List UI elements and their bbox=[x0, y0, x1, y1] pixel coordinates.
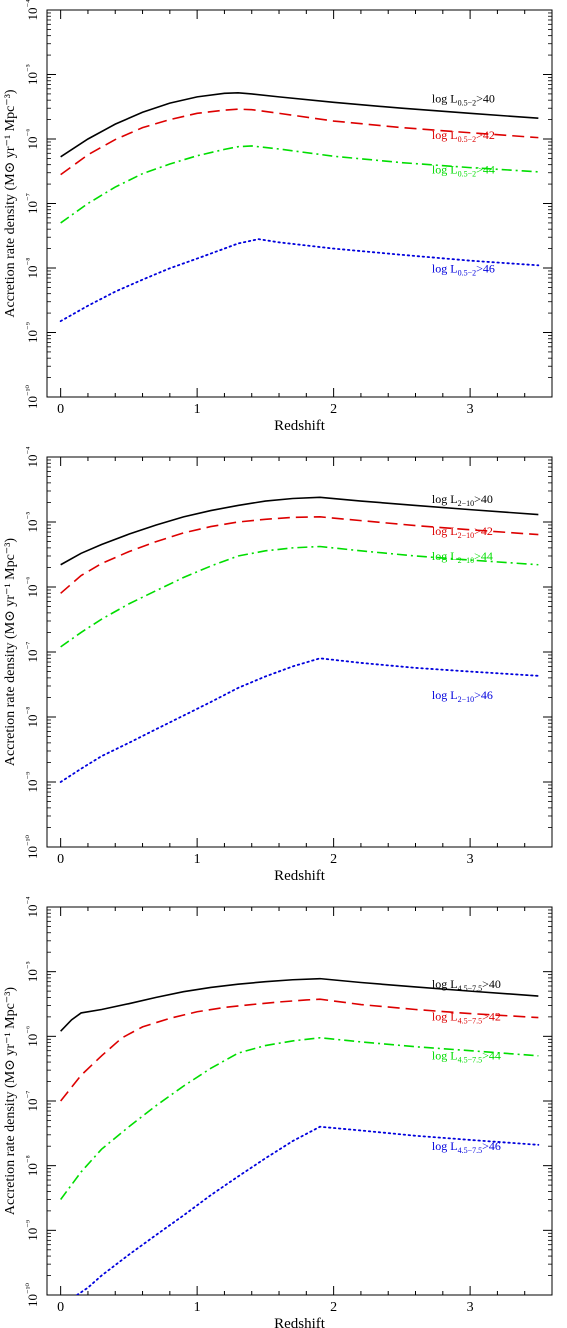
y-tick-label: 10⁻⁸ bbox=[24, 258, 40, 279]
y-tick-label: 10⁻¹⁰ bbox=[24, 835, 40, 859]
y-tick-label: 10⁻⁷ bbox=[24, 1091, 40, 1112]
series-label: log L0.5−2>42 bbox=[432, 128, 495, 144]
x-tick-label: 2 bbox=[330, 1300, 337, 1315]
series-line-dashed bbox=[60, 998, 539, 1102]
x-tick-label: 3 bbox=[467, 1300, 474, 1315]
x-tick-label: 1 bbox=[194, 852, 201, 867]
x-tick-label: 0 bbox=[57, 852, 64, 867]
y-tick-label: 10⁻⁸ bbox=[24, 1155, 40, 1176]
y-tick-label: 10⁻⁵ bbox=[24, 961, 40, 982]
y-tick-label: 10⁻⁹ bbox=[24, 322, 40, 343]
series-line-dotted bbox=[76, 1125, 540, 1295]
series-label: log L2−10>44 bbox=[432, 549, 493, 565]
y-tick-label: 10⁻⁹ bbox=[24, 1220, 40, 1241]
x-tick-label: 0 bbox=[57, 1300, 64, 1315]
y-tick-label: 10⁻⁵ bbox=[24, 64, 40, 85]
chart-panel-1: 0 1 2 3 10⁻¹⁰ 10⁻⁹ 10⁻⁸ 10⁻⁷ 10⁻⁶ 10⁻⁵ 10⁻⁴ Redshif… bbox=[3, 0, 553, 434]
series-line-dotted bbox=[59, 657, 540, 783]
y-tick-label: 10⁻⁴ bbox=[24, 897, 40, 918]
series-label: log L4.5−7.5>46 bbox=[432, 1139, 501, 1155]
plot-frame bbox=[46, 456, 553, 848]
series-line-solid bbox=[60, 92, 539, 158]
x-tick-label: 3 bbox=[467, 852, 474, 867]
chart-panel-3: 0 1 2 3 10⁻¹⁰ 10⁻⁹ 10⁻⁸ 10⁻⁷ 10⁻⁶ 10⁻⁵ 10⁻⁴ Redshif… bbox=[3, 897, 553, 1328]
series-label: log L2−10>42 bbox=[432, 524, 493, 540]
series-label: log L4.5−7.5>40 bbox=[432, 977, 501, 993]
y-tick-label: 10⁻⁶ bbox=[24, 129, 40, 150]
y-tick-label: 10⁻⁹ bbox=[24, 772, 40, 793]
x-axis-title: Redshift bbox=[274, 1316, 326, 1328]
x-tick-label: 1 bbox=[194, 402, 201, 417]
series-line-dotted bbox=[59, 238, 540, 323]
series-label: log L4.5−7.5>42 bbox=[432, 1010, 501, 1026]
series-line-dashed bbox=[60, 516, 539, 594]
x-tick-label: 1 bbox=[194, 1300, 201, 1315]
y-tick-label: 10⁻⁸ bbox=[24, 707, 40, 728]
y-tick-label: 10⁻⁴ bbox=[24, 447, 40, 468]
y-tick-label: 10⁻⁵ bbox=[24, 512, 40, 533]
y-tick-label: 10⁻⁴ bbox=[24, 0, 40, 20]
x-axis-title: Redshift bbox=[274, 418, 326, 434]
y-tick-label: 10⁻⁷ bbox=[24, 642, 40, 663]
x-tick-label: 2 bbox=[330, 852, 337, 867]
y-tick-label: 10⁻⁷ bbox=[24, 193, 40, 214]
x-tick-label: 0 bbox=[57, 402, 64, 417]
x-tick-label: 2 bbox=[330, 402, 337, 417]
series-label: log L0.5−2>40 bbox=[432, 91, 495, 107]
y-axis-title: Accretion rate density (M⊙ yr⁻¹ Mpc⁻³) bbox=[3, 89, 18, 317]
series-line-solid bbox=[60, 977, 539, 1032]
y-axis-title: Accretion rate density (M⊙ yr⁻¹ Mpc⁻³) bbox=[3, 538, 18, 766]
x-tick-label: 3 bbox=[467, 402, 474, 417]
series-label: log L2−10>40 bbox=[432, 492, 493, 508]
y-tick-label: 10⁻⁶ bbox=[24, 577, 40, 598]
y-tick-label: 10⁻¹⁰ bbox=[24, 385, 40, 409]
series-line-dashdot bbox=[60, 145, 539, 224]
y-tick-label: 10⁻¹⁰ bbox=[24, 1283, 40, 1307]
series-label: log L0.5−2>46 bbox=[432, 262, 495, 278]
series-label: log L4.5−7.5>44 bbox=[432, 1048, 501, 1064]
series-label: log L2−10>46 bbox=[432, 688, 493, 704]
y-tick-label: 10⁻⁶ bbox=[24, 1026, 40, 1047]
series-label: log L0.5−2>44 bbox=[432, 163, 495, 179]
series-line-dashed bbox=[60, 108, 539, 176]
plot-frame bbox=[46, 9, 553, 398]
series-line-dashdot bbox=[60, 545, 539, 648]
x-axis-title: Redshift bbox=[274, 868, 326, 884]
y-axis-title: Accretion rate density (M⊙ yr⁻¹ Mpc⁻³) bbox=[3, 987, 18, 1215]
plot-frame bbox=[46, 906, 553, 1296]
series-line-solid bbox=[60, 496, 539, 566]
chart-panel-2: 0 1 2 3 10⁻¹⁰ 10⁻⁹ 10⁻⁸ 10⁻⁷ 10⁻⁶ 10⁻⁵ 10⁻⁴ Redshif… bbox=[3, 447, 553, 884]
